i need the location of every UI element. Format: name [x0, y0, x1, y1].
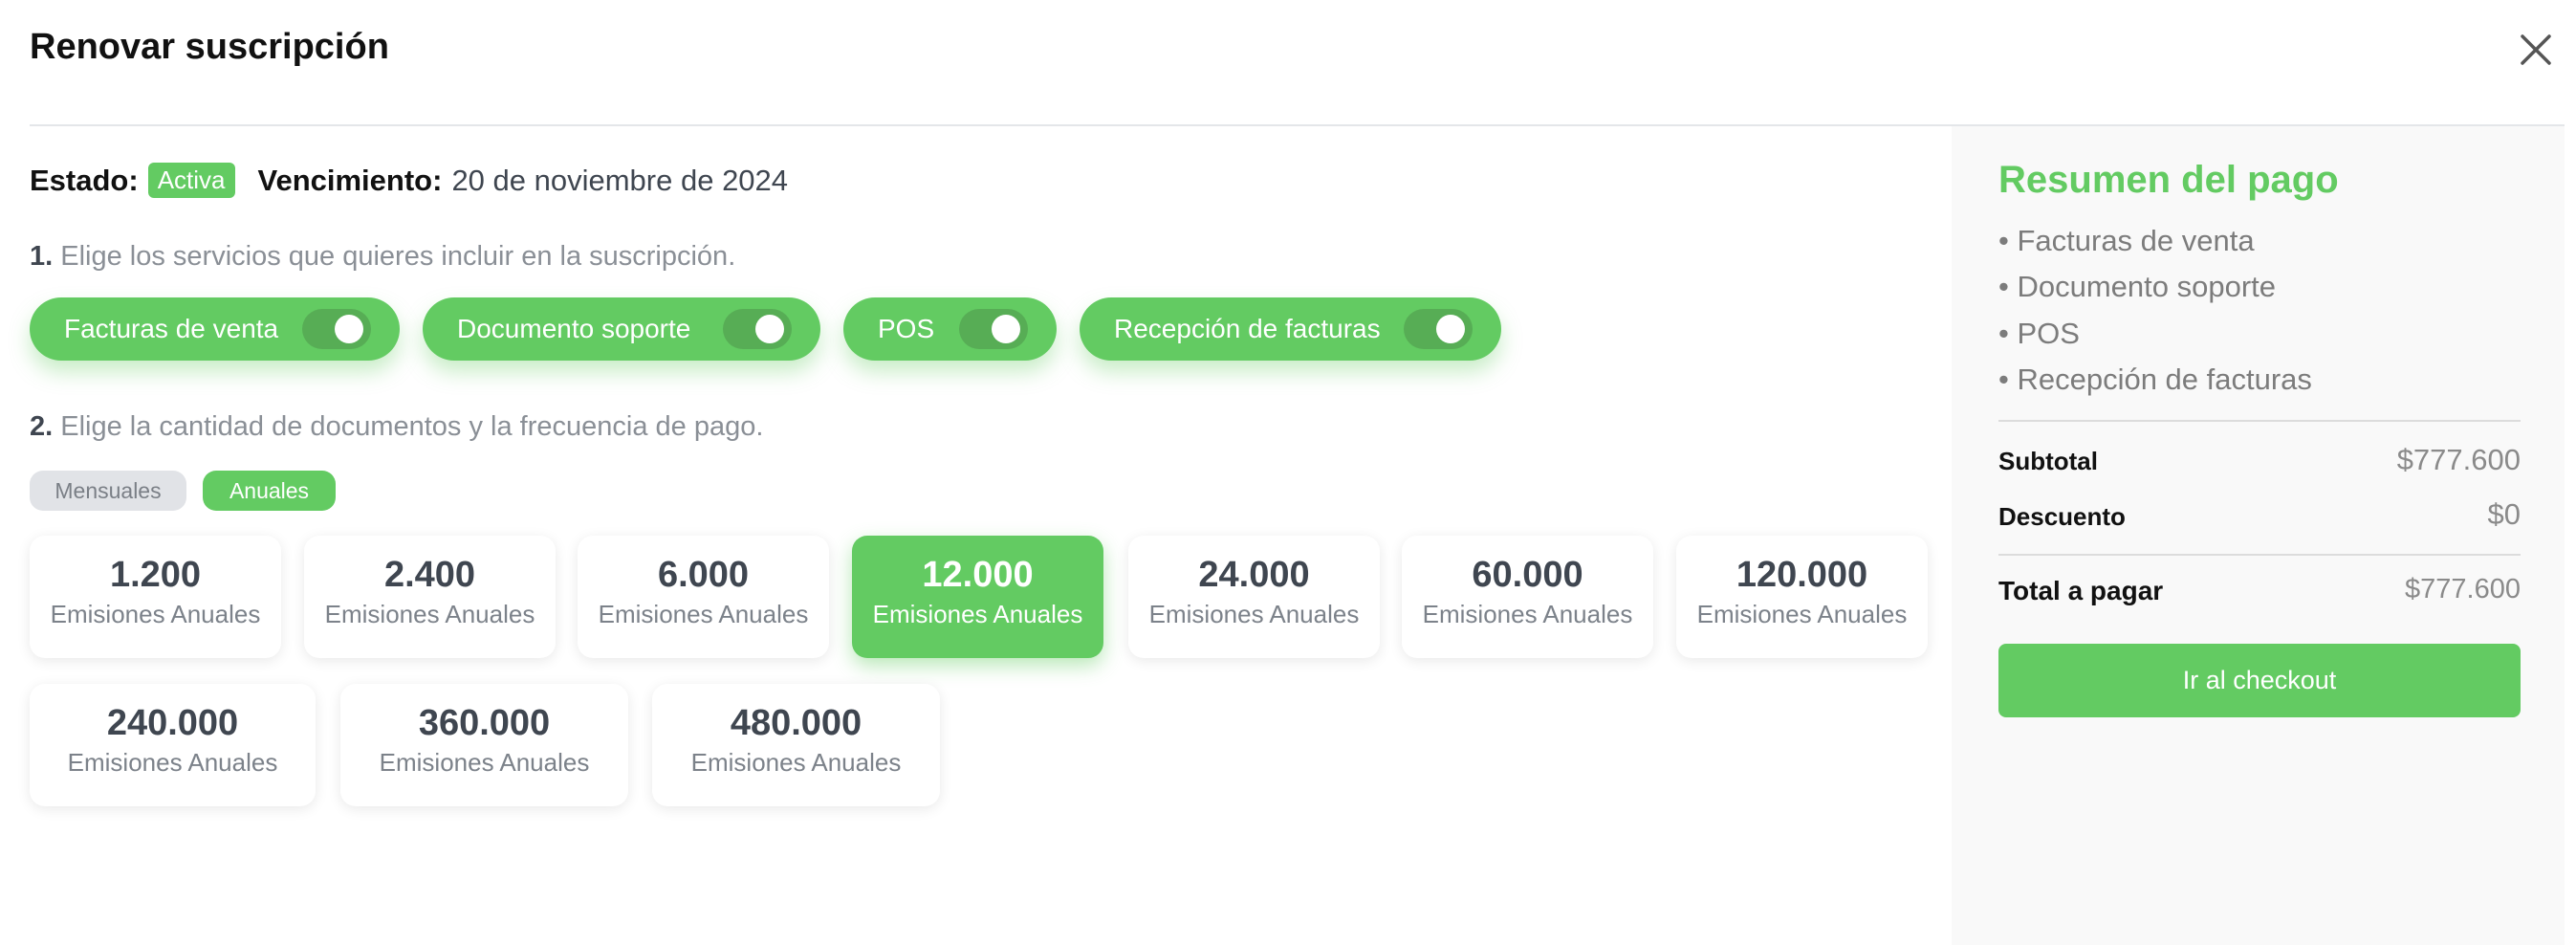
- summary-panel: [1952, 126, 2565, 945]
- checkout-button[interactable]: Ir al checkout: [1998, 644, 2521, 717]
- service-toggle-pill[interactable]: POS: [843, 297, 1057, 361]
- service-toggle-pill[interactable]: Recepción de facturas: [1080, 297, 1501, 361]
- plan-amount: 480.000: [730, 703, 862, 743]
- close-icon[interactable]: [2515, 29, 2557, 71]
- step-number: 1.: [30, 241, 54, 272]
- plan-card[interactable]: 120.000 Emisiones Anuales: [1676, 536, 1928, 658]
- step-text: Elige la cantidad de documentos y la fre…: [60, 411, 764, 442]
- vencimiento-value: 20 de noviembre de 2024: [451, 163, 789, 197]
- summary-title: Resumen del pago: [1998, 159, 2339, 201]
- plan-unit: Emisiones Anuales: [872, 600, 1083, 628]
- plan-amount: 24.000: [1198, 555, 1310, 595]
- plan-amount: 6.000: [657, 555, 750, 595]
- total-value: $777.600: [2405, 574, 2521, 604]
- summary-item: • Facturas de venta: [1998, 224, 2255, 257]
- subtotal-value: $777.600: [2396, 443, 2521, 476]
- plan-unit: Emisiones Anuales: [324, 600, 535, 628]
- plan-unit: Emisiones Anuales: [690, 748, 902, 777]
- plan-card[interactable]: 2.400 Emisiones Anuales: [304, 536, 556, 658]
- summary-divider: [1998, 420, 2521, 422]
- plan-amount: 240.000: [106, 703, 239, 743]
- service-label: Documento soporte: [457, 314, 691, 343]
- plan-unit: Emisiones Anuales: [67, 748, 278, 777]
- summary-divider: [1998, 554, 2521, 556]
- step-text: Elige los servicios que quieres incluir …: [60, 241, 736, 272]
- toggle-knob: [335, 315, 363, 343]
- plan-card[interactable]: 240.000 Emisiones Anuales: [30, 684, 316, 806]
- plan-unit: Emisiones Anuales: [50, 600, 261, 628]
- plan-card[interactable]: 24.000 Emisiones Anuales: [1128, 536, 1380, 658]
- plan-amount: 120.000: [1736, 555, 1868, 595]
- plan-amount: 60.000: [1472, 555, 1583, 595]
- plan-card[interactable]: 12.000 Emisiones Anuales: [852, 536, 1103, 658]
- service-toggle-pill[interactable]: Documento soporte: [423, 297, 820, 361]
- plan-amount: 2.400: [383, 555, 476, 595]
- plan-card[interactable]: 6.000 Emisiones Anuales: [578, 536, 829, 658]
- service-toggle-pill[interactable]: Facturas de venta: [30, 297, 400, 361]
- toggle-switch[interactable]: [1404, 309, 1473, 349]
- service-label: Facturas de venta: [64, 314, 279, 343]
- discount-value: $0: [2487, 497, 2521, 531]
- service-label: POS: [878, 314, 935, 343]
- toggle-switch[interactable]: [723, 309, 792, 349]
- plan-card[interactable]: 360.000 Emisiones Anuales: [340, 684, 628, 806]
- plan-unit: Emisiones Anuales: [379, 748, 590, 777]
- vencimiento-label: Vencimiento:: [257, 163, 443, 197]
- plan-card[interactable]: 480.000 Emisiones Anuales: [652, 684, 940, 806]
- plan-amount: 360.000: [418, 703, 551, 743]
- step-2-instruction: 2. Elige la cantidad de documentos y la …: [30, 411, 763, 443]
- summary-item: • Documento soporte: [1998, 270, 2277, 303]
- plan-amount: 1.200: [109, 555, 202, 595]
- plan-unit: Emisiones Anuales: [1148, 600, 1360, 628]
- header-divider: [30, 124, 2565, 126]
- toggle-knob: [1436, 315, 1465, 343]
- toggle-switch[interactable]: [959, 309, 1028, 349]
- plan-card[interactable]: 60.000 Emisiones Anuales: [1402, 536, 1653, 658]
- toggle-switch[interactable]: [302, 309, 371, 349]
- plan-card[interactable]: 1.200 Emisiones Anuales: [30, 536, 281, 658]
- status-badge: Activa: [147, 163, 235, 198]
- frequency-mensuales-button[interactable]: Mensuales: [30, 471, 186, 511]
- toggle-knob: [992, 315, 1020, 343]
- modal-title: Renovar suscripción: [30, 27, 389, 67]
- discount-label: Descuento: [1998, 502, 2126, 531]
- estado-label: Estado:: [30, 163, 139, 197]
- frequency-anuales-button[interactable]: Anuales: [203, 471, 336, 511]
- summary-item: • Recepción de facturas: [1998, 363, 2312, 396]
- plan-unit: Emisiones Anuales: [1696, 600, 1908, 628]
- service-label: Recepción de facturas: [1114, 314, 1381, 343]
- total-label: Total a pagar: [1998, 576, 2164, 605]
- subtotal-label: Subtotal: [1998, 447, 2098, 475]
- status-line: Estado: Activa Vencimiento: 20 de noviem…: [30, 163, 788, 198]
- step-1-instruction: 1. Elige los servicios que quieres inclu…: [30, 241, 735, 273]
- plan-amount: 12.000: [922, 555, 1034, 595]
- step-number: 2.: [30, 411, 54, 442]
- toggle-knob: [755, 315, 784, 343]
- plan-unit: Emisiones Anuales: [1422, 600, 1633, 628]
- plan-unit: Emisiones Anuales: [598, 600, 809, 628]
- summary-item: • POS: [1998, 317, 2080, 350]
